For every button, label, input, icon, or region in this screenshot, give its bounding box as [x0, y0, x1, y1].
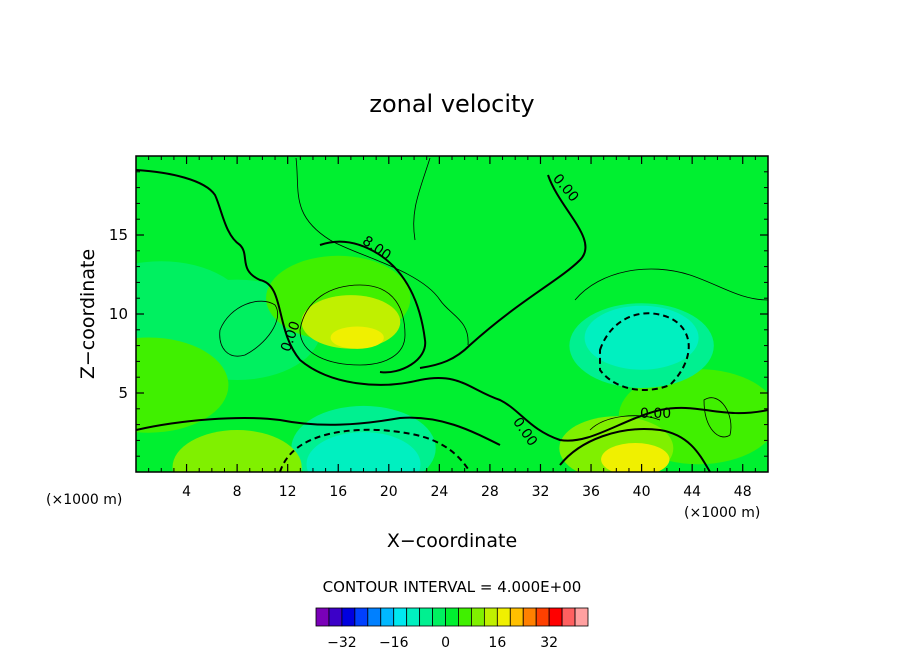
zero-contour-bottom: [136, 416, 501, 446]
colorbar-swatch: [574, 607, 589, 627]
colorbar-swatch: [354, 607, 369, 627]
x-tick-label: 24: [430, 484, 448, 500]
contour-label: 0.00: [640, 406, 671, 422]
x-tick-label: 12: [279, 484, 297, 500]
colorbar-swatch: [328, 607, 343, 627]
colorbar-swatch: [509, 607, 524, 627]
colorbar-swatch: [341, 607, 356, 627]
x-tick-label: 40: [633, 484, 651, 500]
colorbar-tick-label: 32: [540, 635, 558, 651]
contour-lines: [136, 169, 768, 472]
x-tick-label: 28: [481, 484, 499, 500]
colorbar-labels: −32 −16 0 16 32: [327, 635, 558, 651]
zero-contour-left: [136, 169, 768, 442]
colorbar-tick-label: 0: [441, 635, 450, 651]
y-axis-label: Z−coordinate: [77, 249, 99, 379]
y-tick-label: 5: [118, 384, 128, 402]
colorbar-swatch: [432, 607, 446, 627]
colorbar-swatch: [315, 607, 330, 627]
field-blob: [584, 305, 699, 370]
colorbar-swatch: [535, 607, 550, 627]
colorbar-swatch: [561, 607, 576, 627]
colorbar-swatch: [419, 607, 433, 627]
zero-contour-top: [419, 174, 587, 369]
x-tick-label: 44: [683, 484, 701, 500]
y-tick-label: 15: [109, 226, 128, 244]
x-tick-label: 48: [734, 484, 752, 500]
neg-contour-right: [599, 312, 690, 391]
zero-contour-right-low: [559, 428, 711, 472]
x-tick-label: 32: [532, 484, 550, 500]
colorbar-swatch: [496, 607, 511, 627]
x-tick-label: 4: [182, 484, 191, 500]
colorbar-tick-label: −32: [327, 635, 357, 651]
x-unit-label-right: (×1000 m): [684, 505, 760, 521]
colorbar: [315, 607, 589, 627]
colorbar-swatch: [522, 607, 537, 627]
x-axis-ticks: 4 8 12 16 20 24 28 32 36 40 44 48: [148, 156, 756, 500]
field-blob: [330, 326, 384, 349]
field-blob: [172, 430, 302, 472]
field-blob: [306, 432, 421, 472]
colorbar-swatch: [406, 607, 421, 627]
colorbar-swatch: [548, 607, 563, 627]
colorbar-swatch: [367, 607, 382, 627]
colorbar-tick-label: −16: [379, 635, 409, 651]
contour-interval-label: CONTOUR INTERVAL = 4.000E+00: [323, 578, 582, 596]
x-tick-label: 36: [582, 484, 600, 500]
x-tick-label: 8: [233, 484, 242, 500]
field-blob: [136, 337, 229, 433]
field-blob: [601, 442, 670, 472]
thin-contour-lines: [219, 157, 768, 438]
chart-title: zonal velocity: [369, 90, 534, 118]
x-tick-label: 20: [380, 484, 398, 500]
x-tick-label: 16: [329, 484, 347, 500]
x-axis-label: X−coordinate: [387, 530, 517, 552]
y-tick-label: 10: [109, 305, 128, 323]
colorbar-swatch: [380, 607, 395, 627]
colorbar-swatch: [483, 607, 498, 627]
x-unit-label-left: (×1000 m): [46, 492, 122, 508]
y-axis-ticks: 5 10 15: [109, 171, 768, 457]
colorbar-swatch: [445, 607, 459, 627]
colorbar-swatch: [393, 607, 408, 627]
contour-8-top: [319, 240, 427, 374]
colorbar-swatch: [471, 607, 485, 627]
colorbar-tick-label: 16: [488, 635, 506, 651]
colorbar-swatch: [458, 607, 472, 627]
